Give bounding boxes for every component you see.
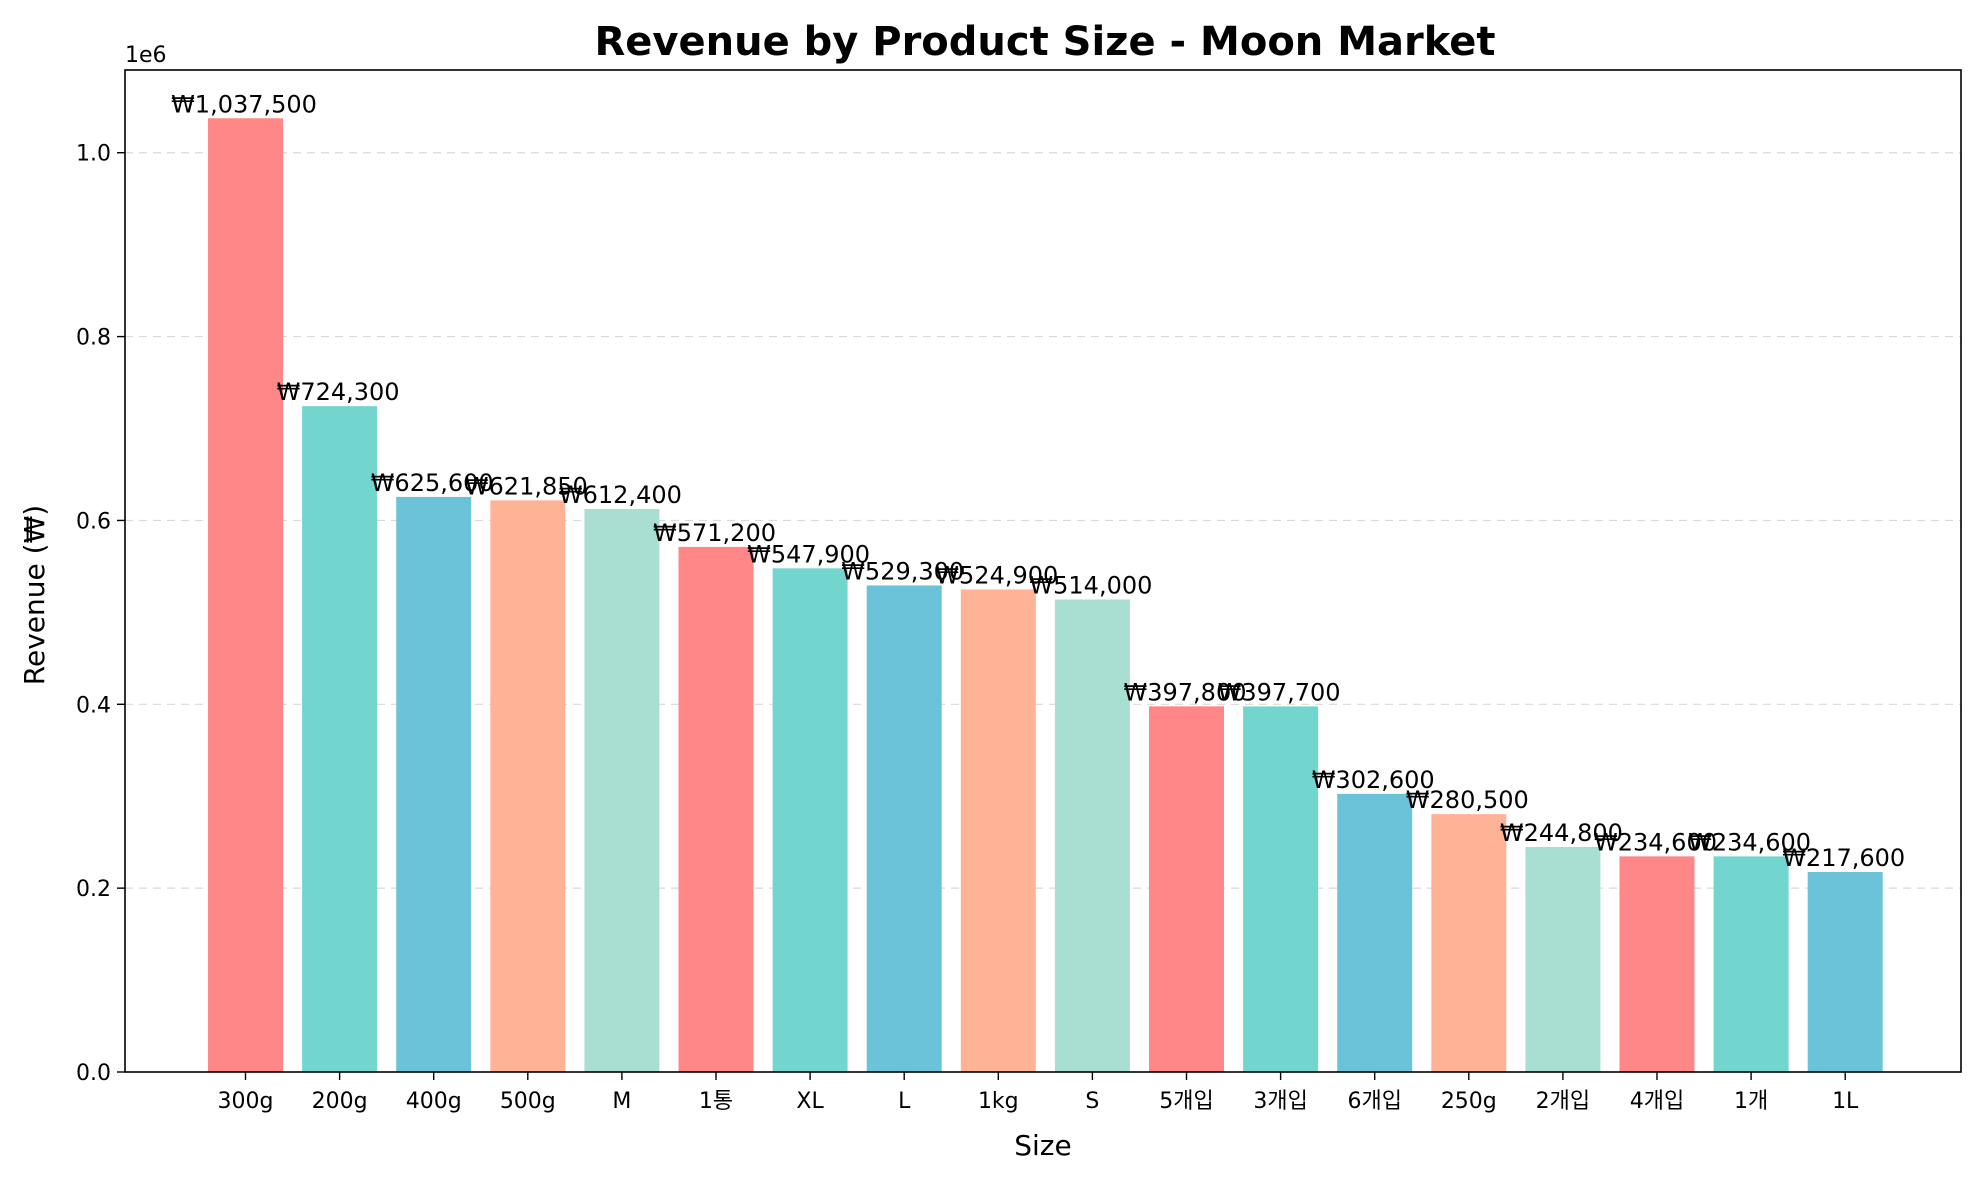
data-label: ₩217,600 [1782,844,1905,872]
x-tick-label: 500g [500,1089,556,1114]
bar [1337,793,1413,1072]
x-ticks: 300g 200g 400g 500g M 1통 XL L 1kg S 5개입 3개입 6개입 250g 2… [218,1072,1859,1114]
data-labels: ₩1,037,500 ₩724,300 ₩625,600₩621,850₩612,4… [171,90,1905,872]
data-label: ₩514,000 [1029,571,1152,599]
data-label: ₩612,400 [559,481,682,509]
bar [678,546,754,1072]
data-label: ₩302,600 [1312,766,1435,794]
data-label: ₩234,600 [1688,828,1811,856]
bar [1525,846,1601,1072]
y-multiplier-label: 1e6 [125,43,167,68]
x-tick-label: XL [796,1089,824,1114]
x-tick-label: 1개 [1734,1089,1768,1114]
y-tick-label: 0.0 [76,1061,111,1086]
x-tick-label: 1L [1832,1089,1859,1114]
y-tick-label: 0.8 [76,326,111,351]
bar [1149,706,1224,1072]
x-tick-label: M [612,1089,631,1114]
chart-title: Revenue by Product Size - Moon Market [594,19,1495,65]
bar [866,585,942,1072]
bar [1431,814,1507,1072]
data-label: ₩1,037,500 [171,90,317,118]
data-label: ₩397,800 [1124,678,1247,706]
bar [960,589,1036,1072]
bar [302,406,378,1072]
y-ticks: 0.0 0.2 0.4 0.6 0.8 1.0 [76,142,125,1086]
x-tick-label: 1kg [978,1089,1019,1114]
x-tick-label: 400g [406,1089,462,1114]
x-tick-label: 1통 [699,1089,733,1114]
y-tick-label: 0.6 [76,509,111,534]
bar [1713,856,1789,1072]
data-label: ₩724,300 [277,378,400,406]
data-label: ₩280,500 [1406,786,1529,814]
x-axis-label: Size [1014,1129,1071,1162]
data-label: ₩524,900 [935,561,1058,589]
x-tick-label: 200g [312,1089,368,1114]
data-label: ₩571,200 [653,519,776,547]
bar [772,568,848,1072]
bar [1807,871,1883,1072]
x-tick-label: 6개입 [1347,1089,1401,1114]
x-tick-label: 3개입 [1253,1089,1307,1114]
bar [1619,856,1695,1072]
bar [396,496,472,1072]
data-label: ₩529,300 [841,557,964,585]
x-tick-label: 300g [218,1089,274,1114]
data-label: ₩547,900 [747,540,870,568]
x-tick-label: 5개입 [1159,1089,1213,1114]
y-tick-label: 1.0 [76,142,111,167]
data-label: ₩621,850 [465,472,588,500]
data-label: ₩234,600 [1594,828,1717,856]
bar [584,509,660,1072]
y-axis-label: Revenue (₩) [18,505,51,685]
x-tick-label: S [1085,1089,1099,1114]
plot-frame [124,69,1962,1073]
bar [1054,599,1130,1072]
data-label: ₩397,700 [1218,678,1341,706]
y-tick-label: 0.4 [76,693,111,718]
x-tick-label: L [898,1089,911,1114]
data-label: ₩625,600 [371,469,494,497]
bar [1243,706,1319,1072]
data-label: ₩244,800 [1500,819,1623,847]
x-tick-label: 2개입 [1536,1089,1590,1114]
bars [208,118,1883,1073]
x-tick-label: 4개입 [1630,1089,1684,1114]
y-tick-label: 0.2 [76,877,111,902]
x-tick-label: 250g [1441,1089,1497,1114]
bar [490,500,566,1073]
bar [208,118,283,1072]
